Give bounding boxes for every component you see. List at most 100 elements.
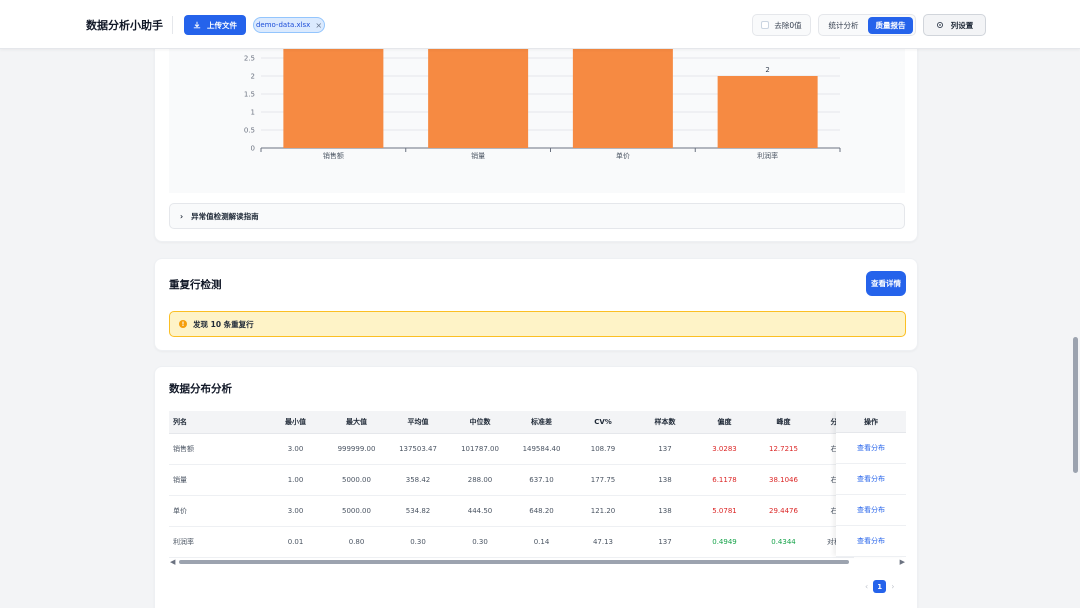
operations-column: 操作 查看分布 查看分布 查看分布 查看分布 (836, 411, 906, 557)
alert-text: 发现 10 条重复行 (193, 319, 254, 329)
table-cell-max: 0.80 (326, 526, 387, 558)
column-header: 中位数 (449, 411, 511, 434)
table-cell-n: 137 (634, 433, 696, 465)
table-cell-mean: 358.42 (387, 464, 449, 496)
top-bar: 数据分析小助手 上传文件 demo-data.xlsx × 去除0值 统计分析 … (0, 0, 1080, 49)
remove-zero-checkbox[interactable]: 去除0值 (752, 14, 811, 36)
table-cell-median: 288.00 (449, 464, 511, 496)
table-cell-kurt: 38.1046 (753, 464, 814, 496)
table-cell-n: 138 (634, 495, 696, 527)
table-cell-skew: 0.4949 (696, 526, 753, 558)
tab-quality-report[interactable]: 质量报告 (868, 16, 913, 34)
column-header: 最大值 (326, 411, 387, 434)
scroll-left-icon[interactable]: ◀ (170, 558, 176, 566)
table-cell-min: 0.01 (265, 526, 326, 558)
y-tick-label: 0.5 (244, 127, 255, 135)
remove-zero-label: 去除0值 (774, 20, 802, 30)
table-cell-kurt: 12.7215 (753, 433, 814, 465)
file-chip: demo-data.xlsx × (253, 17, 325, 33)
table-cell-max: 999999.00 (326, 433, 387, 465)
column-header: 最小值 (265, 411, 326, 434)
page-scrollbar[interactable] (1071, 49, 1080, 608)
table-cell-skew: 6.1178 (696, 464, 753, 496)
bar (283, 40, 384, 148)
table-cell-kurt: 0.4344 (753, 526, 814, 558)
table-cell-cv: 47.13 (572, 526, 634, 558)
upload-icon (193, 21, 201, 29)
distribution-title: 数据分布分析 (169, 383, 232, 395)
table-cell-n: 137 (634, 526, 696, 558)
view-distribution-link[interactable]: 查看分布 (836, 526, 906, 557)
bar (428, 40, 529, 148)
upload-button[interactable]: 上传文件 (184, 15, 246, 35)
column-header: 峰度 (753, 411, 814, 434)
outlier-guide-collapse[interactable]: › 异常值检测解读指南 (169, 203, 905, 229)
y-tick-label: 1.5 (244, 91, 255, 99)
bar (572, 40, 673, 148)
view-distribution-link[interactable]: 查看分布 (836, 464, 906, 495)
table-horizontal-scrollbar[interactable]: ◀ ▶ (169, 558, 906, 566)
table-cell-median: 101787.00 (449, 433, 511, 465)
table-cell-name: 销量 (169, 464, 265, 496)
chevron-right-icon: › (180, 211, 184, 221)
table-cell-kurt: 29.4476 (753, 495, 814, 527)
table-row: 销量 1.00 5000.00 358.42 288.00 637.10 177.75 138… (169, 464, 854, 496)
next-page-icon[interactable]: › (891, 582, 895, 591)
table-cell-mean: 137503.47 (387, 433, 449, 465)
table-cell-max: 5000.00 (326, 495, 387, 527)
view-details-button[interactable]: 查看详情 (866, 271, 906, 296)
view-tabs: 统计分析 质量报告 (818, 14, 916, 36)
divider (172, 16, 173, 34)
op-header: 操作 (836, 411, 906, 433)
y-tick-label: 0 (251, 145, 255, 153)
column-header: CV% (572, 411, 634, 434)
table-cell-cv: 121.20 (572, 495, 634, 527)
column-header: 列名 (169, 411, 265, 434)
app-title: 数据分析小助手 (86, 19, 163, 32)
table-cell-name: 利润率 (169, 526, 265, 558)
column-header: 样本数 (634, 411, 696, 434)
x-tick-label: 销售额 (323, 151, 344, 160)
page-number-current[interactable]: 1 (873, 580, 887, 593)
tab-statistics[interactable]: 统计分析 (828, 20, 859, 30)
checkbox-box[interactable] (761, 21, 770, 29)
scroll-thumb[interactable] (179, 560, 849, 564)
data-label: 2 (765, 66, 769, 74)
table-cell-cv: 108.79 (572, 433, 634, 465)
y-tick-label: 2 (251, 73, 255, 81)
page-scrollbar-thumb[interactable] (1073, 337, 1078, 473)
table-cell-std: 637.10 (511, 464, 572, 496)
distribution-card: 数据分布分析 列名 最小值 最大值 平均值 中位数 标准差 CV% 样本数 偏度 峰度分 销售额 3… (154, 366, 918, 608)
column-settings-label: 列设置 (950, 20, 974, 30)
column-header: 标准差 (511, 411, 572, 434)
warning-icon: ! (179, 320, 187, 328)
table-cell-min: 3.00 (265, 495, 326, 527)
file-name: demo-data.xlsx (255, 21, 311, 29)
pagination: ‹ 1 › (865, 580, 894, 593)
gear-icon (936, 21, 943, 29)
view-distribution-link[interactable]: 查看分布 (836, 433, 906, 464)
prev-page-icon[interactable]: ‹ (865, 582, 869, 591)
table-cell-median: 0.30 (449, 526, 511, 558)
table-cell-skew: 3.0283 (696, 433, 753, 465)
distribution-table: 列名 最小值 最大值 平均值 中位数 标准差 CV% 样本数 偏度 峰度分 销售额 3.00 9999… (169, 411, 906, 563)
table-row: 单价 3.00 5000.00 534.82 444.50 648.20 121.20 138… (169, 495, 854, 527)
close-icon[interactable]: × (315, 20, 323, 30)
column-settings-button[interactable]: 列设置 (923, 14, 986, 36)
scroll-right-icon[interactable]: ▶ (899, 558, 905, 566)
table-cell-skew: 5.0781 (696, 495, 753, 527)
x-tick-label: 单价 (616, 151, 630, 160)
view-distribution-link[interactable]: 查看分布 (836, 495, 906, 526)
guide-label: 异常值检测解读指南 (191, 211, 259, 221)
table-cell-max: 5000.00 (326, 464, 387, 496)
table-row: 利润率 0.01 0.80 0.30 0.30 0.14 47.13 137 0.4949 0.4… (169, 526, 854, 558)
x-tick-label: 销量 (471, 151, 485, 160)
table-cell-std: 149584.40 (511, 433, 572, 465)
table-cell-std: 0.14 (511, 526, 572, 558)
outlier-chart-card: 0 0.5 1 1.5 2 2.5 销售额 销量 单价 利润率 2 › 异常值检测解读指南 (154, 30, 918, 242)
y-tick-label: 1 (251, 109, 255, 117)
table-cell-mean: 0.30 (387, 526, 449, 558)
column-header: 平均值 (387, 411, 449, 434)
duplicate-card: 重复行检测 查看详情 ! 发现 10 条重复行 (154, 258, 918, 351)
upload-button-label: 上传文件 (207, 20, 237, 30)
